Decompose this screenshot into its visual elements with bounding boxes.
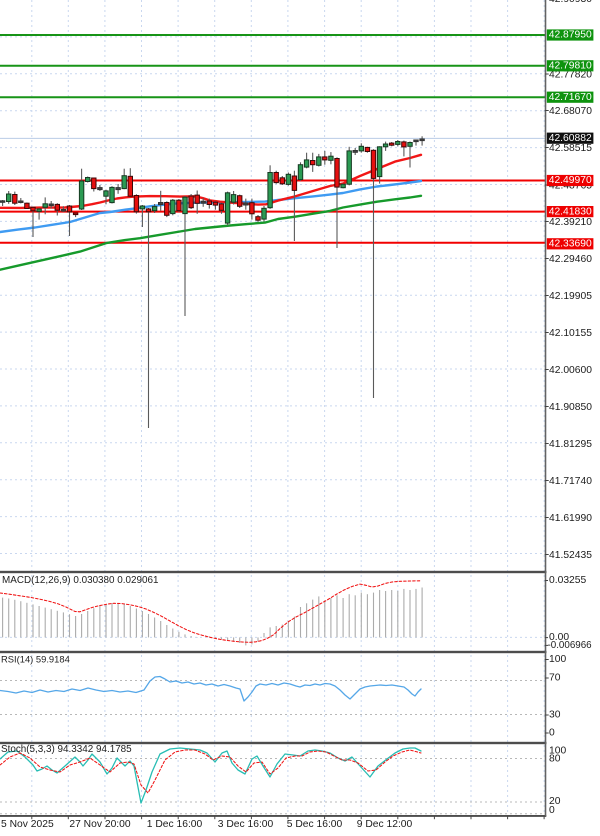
svg-text:80: 80 xyxy=(549,754,561,765)
svg-text:0.03255: 0.03255 xyxy=(549,575,586,586)
svg-text:70: 70 xyxy=(549,673,561,684)
svg-text:42.10155: 42.10155 xyxy=(549,328,592,339)
svg-text:100: 100 xyxy=(549,746,566,757)
svg-text:41.81295: 41.81295 xyxy=(549,439,592,450)
svg-text:42.39210: 42.39210 xyxy=(549,217,592,228)
svg-text:Stoch(5,3,3) 94.3342 94.1785: Stoch(5,3,3) 94.3342 94.1785 xyxy=(1,744,132,755)
svg-text:42.19905: 42.19905 xyxy=(549,291,592,302)
svg-text:41.61990: 41.61990 xyxy=(549,513,592,524)
svg-text:30: 30 xyxy=(549,710,561,721)
svg-text:42.71670: 42.71670 xyxy=(549,92,592,103)
svg-text:42.90930: 42.90930 xyxy=(549,0,592,5)
svg-text:MACD(12,26,9) 0.030380 0.02906: MACD(12,26,9) 0.030380 0.029061 xyxy=(2,575,159,586)
svg-text:42.58515: 42.58515 xyxy=(549,143,592,154)
svg-text:0: 0 xyxy=(549,728,555,739)
svg-text:41.52435: 41.52435 xyxy=(549,550,592,561)
svg-text:42.00600: 42.00600 xyxy=(549,365,592,376)
svg-text:42.41830: 42.41830 xyxy=(549,206,592,217)
svg-text:9 Dec 12:00: 9 Dec 12:00 xyxy=(357,819,413,830)
svg-text:42.68070: 42.68070 xyxy=(549,106,592,117)
svg-text:27 Nov 20:00: 27 Nov 20:00 xyxy=(69,819,131,830)
svg-text:42.49970: 42.49970 xyxy=(549,175,592,186)
svg-text:20: 20 xyxy=(549,796,561,807)
svg-text:RSI(14) 59.9184: RSI(14) 59.9184 xyxy=(1,653,70,664)
svg-text:42.77820: 42.77820 xyxy=(549,70,592,81)
svg-text:42.29460: 42.29460 xyxy=(549,254,592,265)
svg-text:5 Dec 16:00: 5 Dec 16:00 xyxy=(287,819,343,830)
svg-text:3 Dec 16:00: 3 Dec 16:00 xyxy=(218,819,274,830)
svg-text:41.90850: 41.90850 xyxy=(549,402,592,413)
svg-text:-0.006966: -0.006966 xyxy=(548,640,593,651)
svg-text:0.00: 0.00 xyxy=(549,632,569,643)
svg-text:42.87950: 42.87950 xyxy=(549,30,592,41)
svg-text:0: 0 xyxy=(549,805,555,816)
svg-text:1 Dec 16:00: 1 Dec 16:00 xyxy=(147,819,203,830)
svg-text:42.79810: 42.79810 xyxy=(549,61,592,72)
svg-text:100: 100 xyxy=(549,654,566,665)
svg-text:41.71740: 41.71740 xyxy=(549,476,592,487)
svg-text:42.33690: 42.33690 xyxy=(549,239,592,250)
svg-text:42.60882: 42.60882 xyxy=(549,133,592,144)
svg-text:5 Nov 2025: 5 Nov 2025 xyxy=(1,819,54,830)
